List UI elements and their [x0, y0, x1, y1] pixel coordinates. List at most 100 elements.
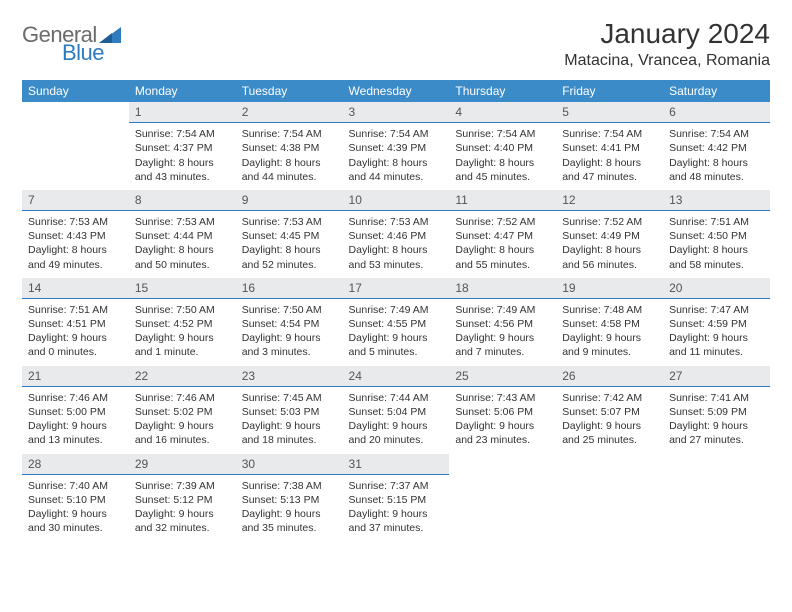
day-details: Sunrise: 7:41 AMSunset: 5:09 PMDaylight:… [663, 387, 770, 454]
day-details: Sunrise: 7:54 AMSunset: 4:37 PMDaylight:… [129, 123, 236, 190]
calendar-day-cell: 5Sunrise: 7:54 AMSunset: 4:41 PMDaylight… [556, 102, 663, 190]
sunrise-text: Sunrise: 7:50 AM [242, 303, 337, 317]
day-number: 26 [556, 366, 663, 387]
day-details: Sunrise: 7:54 AMSunset: 4:42 PMDaylight:… [663, 123, 770, 190]
sunset-text: Sunset: 4:40 PM [455, 141, 550, 155]
calendar-day-cell: 2Sunrise: 7:54 AMSunset: 4:38 PMDaylight… [236, 102, 343, 190]
sunset-text: Sunset: 4:49 PM [562, 229, 657, 243]
daylight-text: Daylight: 9 hours and 13 minutes. [28, 419, 123, 447]
day-details: Sunrise: 7:54 AMSunset: 4:41 PMDaylight:… [556, 123, 663, 190]
page-header: GeneralBlue January 2024 Matacina, Vranc… [22, 18, 770, 70]
day-details: Sunrise: 7:52 AMSunset: 4:49 PMDaylight:… [556, 211, 663, 278]
day-number: 24 [343, 366, 450, 387]
sunrise-text: Sunrise: 7:42 AM [562, 391, 657, 405]
day-details: Sunrise: 7:49 AMSunset: 4:55 PMDaylight:… [343, 299, 450, 366]
sunset-text: Sunset: 4:46 PM [349, 229, 444, 243]
sunrise-text: Sunrise: 7:37 AM [349, 479, 444, 493]
sunrise-text: Sunrise: 7:43 AM [455, 391, 550, 405]
sunset-text: Sunset: 5:04 PM [349, 405, 444, 419]
daylight-text: Daylight: 8 hours and 53 minutes. [349, 243, 444, 271]
day-details: Sunrise: 7:54 AMSunset: 4:38 PMDaylight:… [236, 123, 343, 190]
day-number: 18 [449, 278, 556, 299]
daylight-text: Daylight: 9 hours and 5 minutes. [349, 331, 444, 359]
calendar-body: ..1Sunrise: 7:54 AMSunset: 4:37 PMDaylig… [22, 102, 770, 541]
daylight-text: Daylight: 8 hours and 45 minutes. [455, 156, 550, 184]
calendar-day-cell: 12Sunrise: 7:52 AMSunset: 4:49 PMDayligh… [556, 190, 663, 278]
day-details: Sunrise: 7:51 AMSunset: 4:51 PMDaylight:… [22, 299, 129, 366]
day-number: 19 [556, 278, 663, 299]
calendar-day-cell: 20Sunrise: 7:47 AMSunset: 4:59 PMDayligh… [663, 278, 770, 366]
calendar-week-row: 28Sunrise: 7:40 AMSunset: 5:10 PMDayligh… [22, 454, 770, 542]
daylight-text: Daylight: 9 hours and 35 minutes. [242, 507, 337, 535]
sunrise-text: Sunrise: 7:48 AM [562, 303, 657, 317]
day-details: Sunrise: 7:43 AMSunset: 5:06 PMDaylight:… [449, 387, 556, 454]
daylight-text: Daylight: 9 hours and 20 minutes. [349, 419, 444, 447]
day-details: Sunrise: 7:42 AMSunset: 5:07 PMDaylight:… [556, 387, 663, 454]
day-number: 20 [663, 278, 770, 299]
calendar-day-cell: 18Sunrise: 7:49 AMSunset: 4:56 PMDayligh… [449, 278, 556, 366]
sunrise-text: Sunrise: 7:54 AM [669, 127, 764, 141]
sunrise-text: Sunrise: 7:52 AM [562, 215, 657, 229]
daylight-text: Daylight: 8 hours and 44 minutes. [349, 156, 444, 184]
day-details: Sunrise: 7:53 AMSunset: 4:43 PMDaylight:… [22, 211, 129, 278]
sunset-text: Sunset: 4:51 PM [28, 317, 123, 331]
day-number: 12 [556, 190, 663, 211]
day-number: 2 [236, 102, 343, 123]
weekday-header: Friday [556, 80, 663, 102]
daylight-text: Daylight: 9 hours and 16 minutes. [135, 419, 230, 447]
day-number: 16 [236, 278, 343, 299]
calendar-table: Sunday Monday Tuesday Wednesday Thursday… [22, 80, 770, 541]
calendar-day-cell: 31Sunrise: 7:37 AMSunset: 5:15 PMDayligh… [343, 454, 450, 542]
calendar-day-cell: 3Sunrise: 7:54 AMSunset: 4:39 PMDaylight… [343, 102, 450, 190]
day-number: 30 [236, 454, 343, 475]
calendar-day-cell: .. [22, 102, 129, 190]
weekday-header: Thursday [449, 80, 556, 102]
daylight-text: Daylight: 9 hours and 32 minutes. [135, 507, 230, 535]
daylight-text: Daylight: 8 hours and 48 minutes. [669, 156, 764, 184]
daylight-text: Daylight: 8 hours and 56 minutes. [562, 243, 657, 271]
sunset-text: Sunset: 4:45 PM [242, 229, 337, 243]
day-number: 7 [22, 190, 129, 211]
calendar-week-row: 14Sunrise: 7:51 AMSunset: 4:51 PMDayligh… [22, 278, 770, 366]
day-details: Sunrise: 7:39 AMSunset: 5:12 PMDaylight:… [129, 475, 236, 542]
day-number: 13 [663, 190, 770, 211]
calendar-day-cell: 29Sunrise: 7:39 AMSunset: 5:12 PMDayligh… [129, 454, 236, 542]
sunset-text: Sunset: 5:02 PM [135, 405, 230, 419]
sunrise-text: Sunrise: 7:39 AM [135, 479, 230, 493]
day-details: Sunrise: 7:37 AMSunset: 5:15 PMDaylight:… [343, 475, 450, 542]
sunrise-text: Sunrise: 7:46 AM [28, 391, 123, 405]
daylight-text: Daylight: 9 hours and 18 minutes. [242, 419, 337, 447]
day-details: Sunrise: 7:44 AMSunset: 5:04 PMDaylight:… [343, 387, 450, 454]
day-number: 22 [129, 366, 236, 387]
day-details: Sunrise: 7:46 AMSunset: 5:00 PMDaylight:… [22, 387, 129, 454]
calendar-day-cell: 26Sunrise: 7:42 AMSunset: 5:07 PMDayligh… [556, 366, 663, 454]
day-details: Sunrise: 7:48 AMSunset: 4:58 PMDaylight:… [556, 299, 663, 366]
day-number: 31 [343, 454, 450, 475]
sunset-text: Sunset: 4:50 PM [669, 229, 764, 243]
weekday-header: Saturday [663, 80, 770, 102]
daylight-text: Daylight: 9 hours and 25 minutes. [562, 419, 657, 447]
daylight-text: Daylight: 8 hours and 58 minutes. [669, 243, 764, 271]
weekday-header-row: Sunday Monday Tuesday Wednesday Thursday… [22, 80, 770, 102]
sunset-text: Sunset: 4:59 PM [669, 317, 764, 331]
day-details: Sunrise: 7:50 AMSunset: 4:54 PMDaylight:… [236, 299, 343, 366]
sunset-text: Sunset: 5:09 PM [669, 405, 764, 419]
day-number: 14 [22, 278, 129, 299]
weekday-header: Tuesday [236, 80, 343, 102]
daylight-text: Daylight: 8 hours and 44 minutes. [242, 156, 337, 184]
day-number: 1 [129, 102, 236, 123]
day-details: Sunrise: 7:51 AMSunset: 4:50 PMDaylight:… [663, 211, 770, 278]
day-number: 21 [22, 366, 129, 387]
sunrise-text: Sunrise: 7:40 AM [28, 479, 123, 493]
day-number: 29 [129, 454, 236, 475]
day-details: Sunrise: 7:52 AMSunset: 4:47 PMDaylight:… [449, 211, 556, 278]
calendar-day-cell: .. [663, 454, 770, 542]
sunset-text: Sunset: 5:15 PM [349, 493, 444, 507]
weekday-header: Monday [129, 80, 236, 102]
sunset-text: Sunset: 4:52 PM [135, 317, 230, 331]
calendar-day-cell: 30Sunrise: 7:38 AMSunset: 5:13 PMDayligh… [236, 454, 343, 542]
calendar-day-cell: 23Sunrise: 7:45 AMSunset: 5:03 PMDayligh… [236, 366, 343, 454]
sunset-text: Sunset: 4:55 PM [349, 317, 444, 331]
sunset-text: Sunset: 5:12 PM [135, 493, 230, 507]
calendar-day-cell: 17Sunrise: 7:49 AMSunset: 4:55 PMDayligh… [343, 278, 450, 366]
